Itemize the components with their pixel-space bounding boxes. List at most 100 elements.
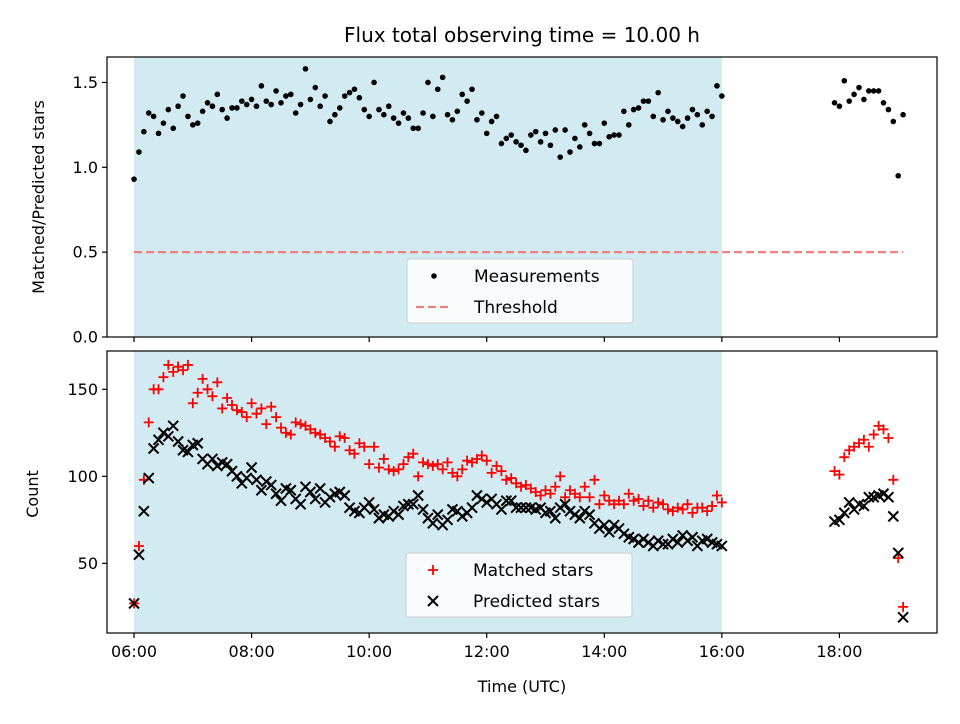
measurement-point bbox=[650, 113, 657, 120]
predicted-star-point bbox=[441, 514, 454, 526]
predicted-star-point bbox=[598, 519, 611, 531]
matched-star-point bbox=[285, 429, 296, 440]
measurement-point bbox=[547, 142, 554, 149]
top-y-tick-label: 1.5 bbox=[73, 73, 98, 92]
matched-star-point bbox=[295, 419, 306, 430]
measurement-point bbox=[405, 115, 412, 121]
measurement-point bbox=[454, 108, 461, 115]
measurement-point bbox=[356, 94, 363, 101]
matched-star-point bbox=[682, 499, 693, 510]
measurement-point bbox=[655, 89, 661, 96]
predicted-star-point bbox=[716, 540, 728, 552]
measurement-point bbox=[479, 110, 485, 116]
matched-star-point bbox=[633, 493, 644, 504]
predicted-star-point bbox=[672, 536, 684, 549]
matched-star-point bbox=[290, 417, 301, 428]
predicted-star-point bbox=[627, 533, 640, 545]
predicted-star-point bbox=[128, 597, 140, 610]
measurement-point bbox=[180, 93, 186, 99]
predicted-star-point bbox=[632, 536, 645, 549]
matched-star-point bbox=[653, 497, 664, 508]
bottom-y-tick-label: 150 bbox=[67, 380, 98, 399]
predicted-star-point bbox=[192, 437, 204, 449]
measurement-point bbox=[611, 132, 617, 138]
measurement-point bbox=[861, 96, 867, 103]
measurement-point bbox=[474, 116, 480, 123]
measurement-point bbox=[875, 88, 882, 94]
measurement-point bbox=[366, 113, 372, 120]
matched-star-point bbox=[579, 481, 590, 492]
measurement-point bbox=[273, 88, 279, 94]
matched-star-point bbox=[516, 481, 527, 492]
predicted-star-point bbox=[143, 472, 155, 484]
measurement-point bbox=[341, 93, 348, 99]
matched-star-point bbox=[212, 377, 223, 388]
x-tick-label: 06:00 bbox=[111, 642, 157, 661]
measurement-point bbox=[709, 113, 715, 120]
matched-star-point bbox=[369, 441, 380, 452]
measurement-point bbox=[537, 139, 544, 145]
predicted-star-point bbox=[583, 508, 596, 521]
measurement-point bbox=[596, 140, 603, 147]
measurement-point bbox=[434, 86, 441, 93]
measurement-point bbox=[258, 83, 265, 89]
matched-star-point bbox=[623, 488, 634, 499]
predicted-star-point bbox=[838, 507, 851, 519]
measurement-point bbox=[312, 84, 319, 91]
matched-star-point bbox=[271, 412, 282, 423]
measurement-point bbox=[297, 101, 304, 108]
legend-label: Measurements bbox=[474, 267, 600, 287]
predicted-star-point bbox=[549, 512, 562, 524]
measurement-point bbox=[665, 108, 671, 115]
matched-star-point bbox=[217, 403, 228, 414]
measurement-point bbox=[542, 130, 549, 137]
measurement-point bbox=[562, 127, 568, 133]
legend-predicted-marker bbox=[427, 595, 439, 607]
measurement-point bbox=[145, 110, 152, 116]
measurement-point bbox=[694, 111, 701, 118]
measurement-point bbox=[239, 98, 245, 104]
predicted-star-point bbox=[593, 522, 606, 535]
measurement-point bbox=[895, 172, 902, 179]
measurement-point bbox=[557, 154, 564, 160]
matched-star-point bbox=[158, 372, 169, 383]
matched-star-point bbox=[628, 495, 639, 506]
x-tick-label: 14:00 bbox=[581, 642, 627, 661]
predicted-star-point bbox=[559, 498, 571, 510]
measurement-point bbox=[234, 105, 240, 111]
measurement-point bbox=[243, 101, 250, 108]
measurement-point bbox=[508, 132, 515, 138]
predicted-star-point bbox=[505, 494, 517, 507]
measurement-point bbox=[719, 93, 725, 99]
measurement-point bbox=[449, 116, 456, 123]
predicted-star-point bbox=[495, 503, 508, 516]
measurement-point bbox=[679, 123, 686, 130]
matched-star-point bbox=[858, 434, 869, 445]
predicted-star-point bbox=[402, 498, 415, 510]
bottom-y-tick-label: 50 bbox=[78, 554, 98, 573]
measurement-point bbox=[483, 130, 490, 137]
matched-star-point bbox=[182, 359, 193, 370]
matched-star-point bbox=[418, 457, 429, 468]
measurement-point bbox=[278, 100, 284, 106]
matched-star-point bbox=[648, 502, 659, 513]
measurement-point bbox=[444, 111, 451, 118]
measurement-point bbox=[640, 98, 647, 104]
matched-star-point bbox=[246, 398, 257, 409]
matched-star-point bbox=[442, 457, 453, 468]
matched-star-point bbox=[481, 455, 492, 466]
predicted-star-point bbox=[373, 512, 385, 524]
predicted-star-point bbox=[657, 538, 669, 550]
predicted-star-point bbox=[701, 533, 713, 545]
measurement-point bbox=[606, 133, 612, 140]
measurement-point bbox=[518, 142, 524, 149]
predicted-star-point bbox=[642, 536, 655, 549]
legend-measurement-marker bbox=[431, 273, 437, 279]
predicted-star-point bbox=[407, 498, 419, 510]
measurement-point bbox=[425, 79, 431, 86]
matched-star-point bbox=[178, 365, 189, 376]
matched-star-point bbox=[192, 387, 203, 398]
matched-star-point bbox=[241, 412, 252, 423]
measurement-point bbox=[684, 115, 691, 121]
